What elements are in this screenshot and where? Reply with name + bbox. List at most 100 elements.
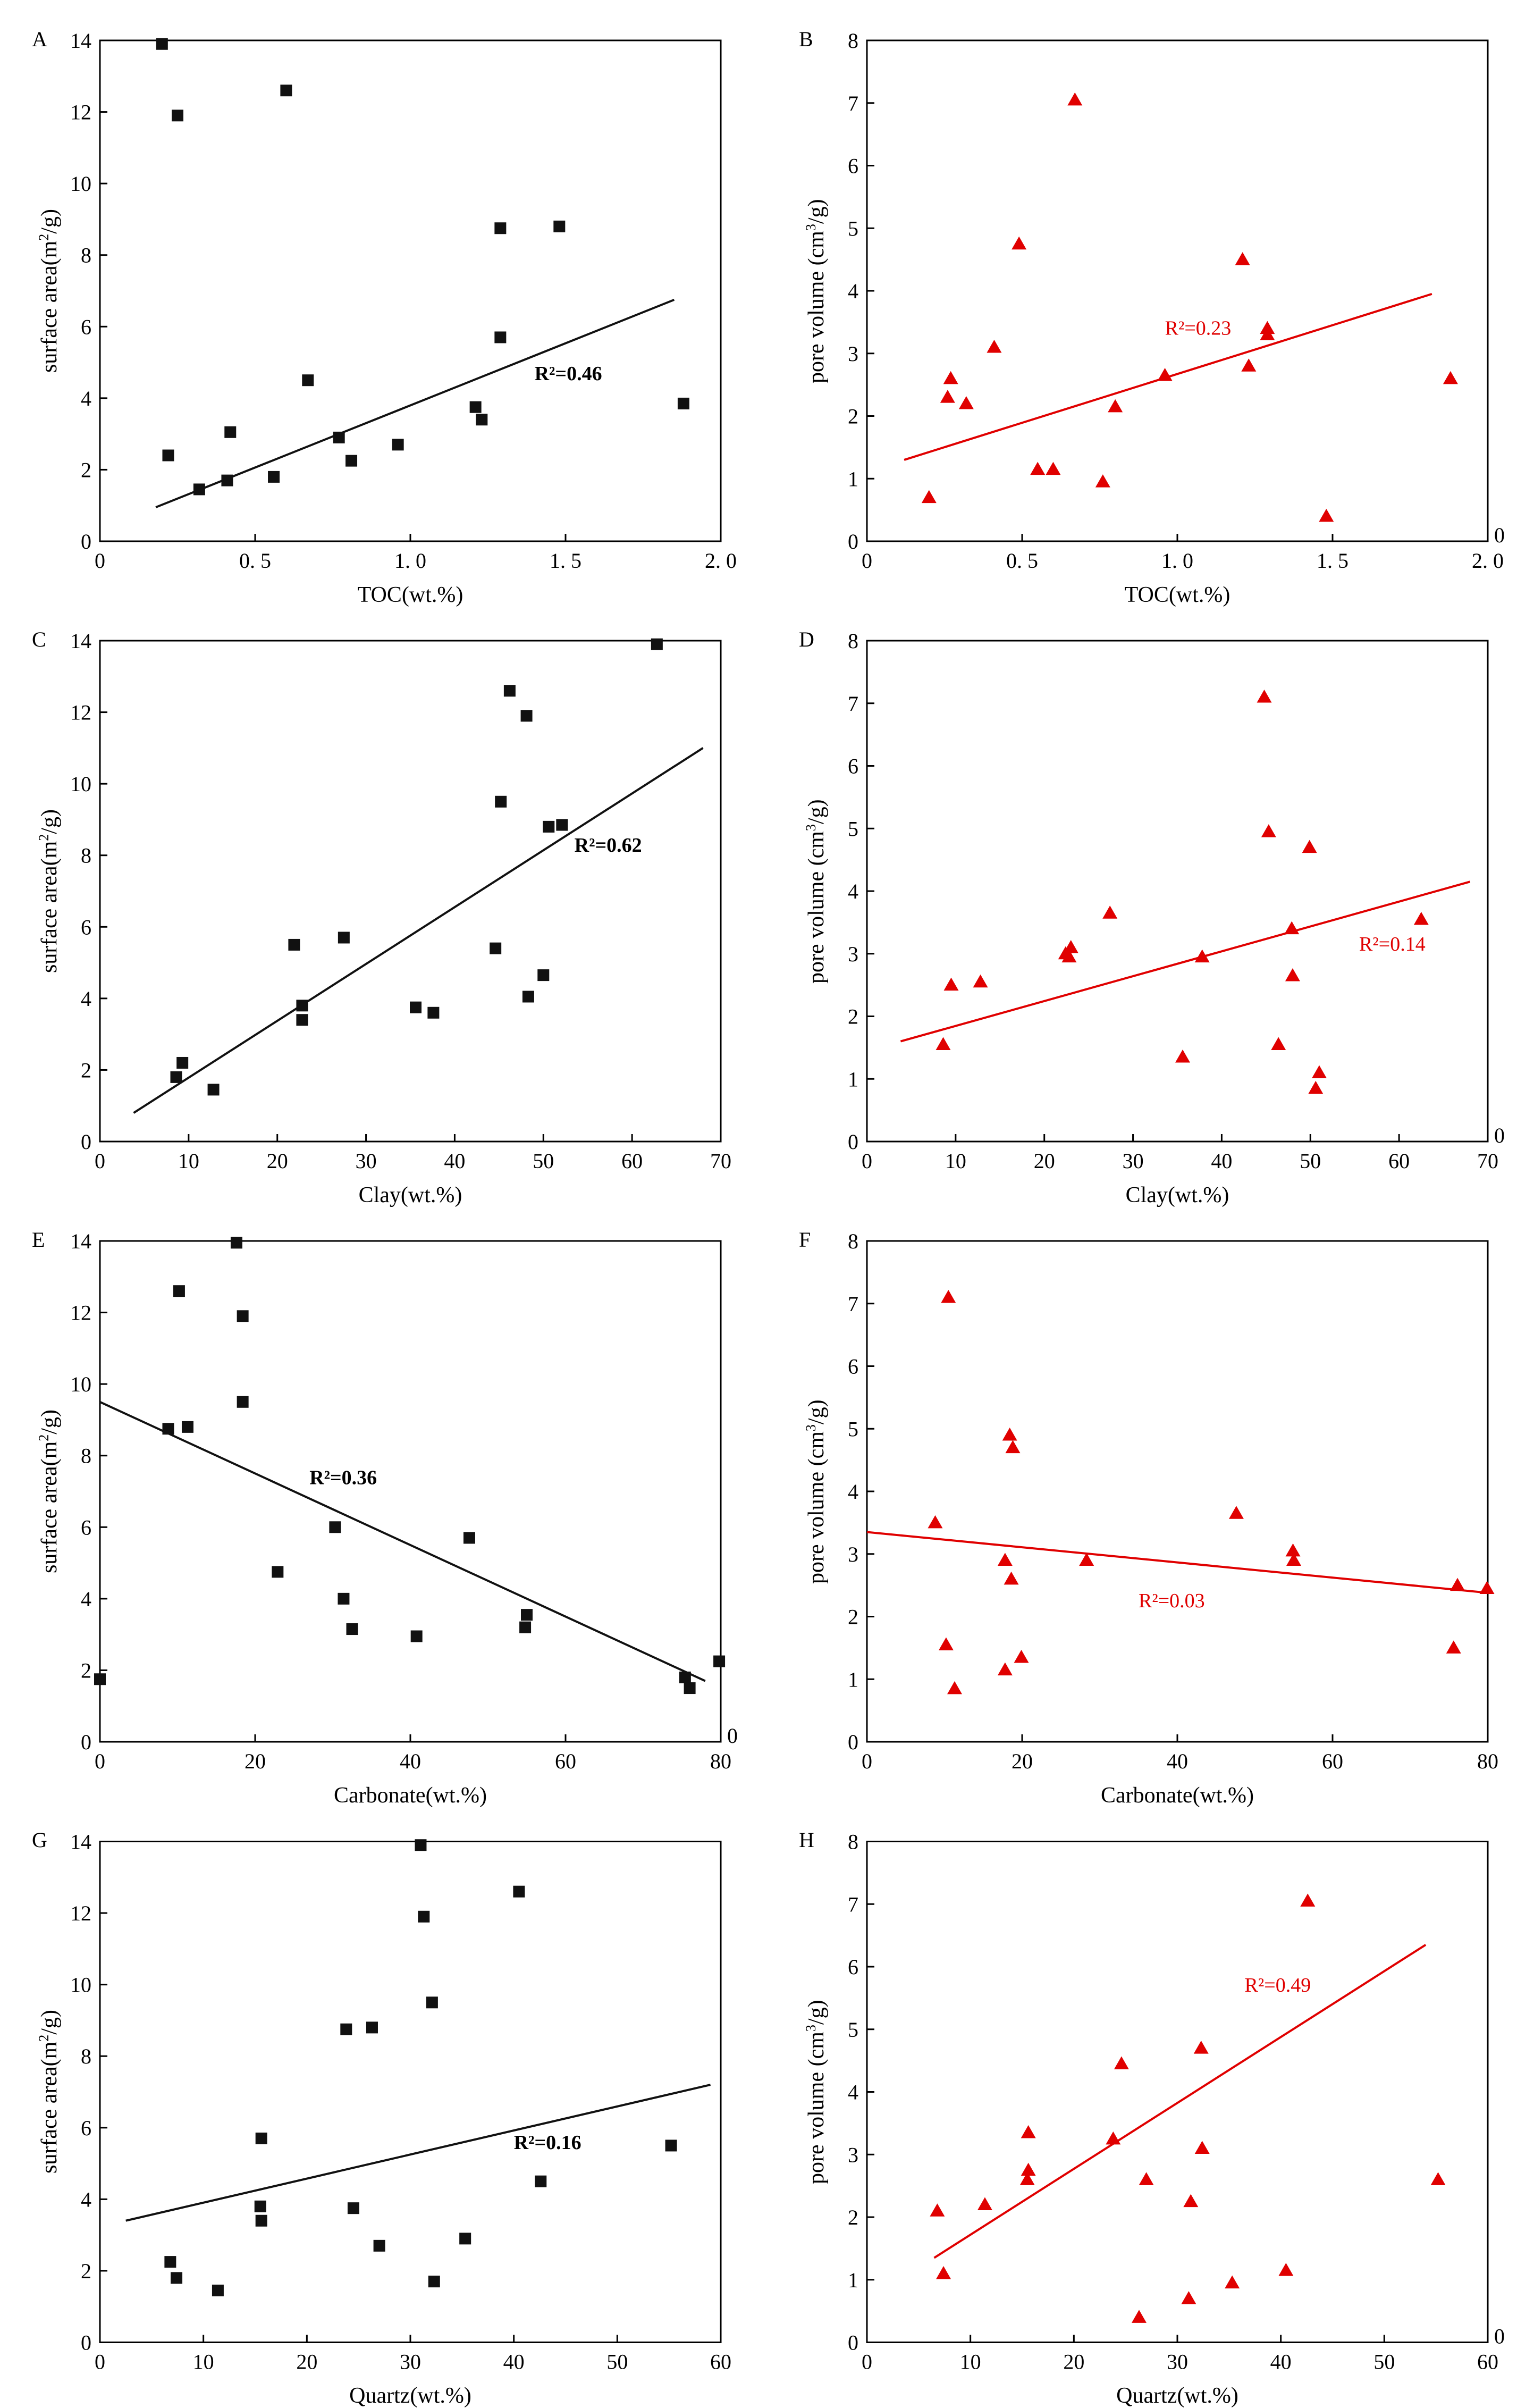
data-point-square <box>520 710 533 722</box>
regression-line <box>933 1944 1427 2259</box>
panel-e-carbonate-surface-area: E 0 20 40 60 80 0 2 4 6 8 10 12 14 0 R²=0.36 Carbonate(w… <box>0 1201 767 1807</box>
y-tick-label: 7 <box>848 91 858 115</box>
y-tick-label: 0 <box>81 1130 91 1154</box>
data-point-triangle <box>1302 840 1317 853</box>
y-axis-label-superscript: 3 <box>803 1424 819 1431</box>
data-point-triangle <box>1235 252 1250 265</box>
y-tick-label: 8 <box>848 629 858 653</box>
data-point-triangle <box>928 1515 943 1529</box>
data-point-triangle <box>1095 474 1110 488</box>
data-point-square <box>410 1001 422 1013</box>
data-point-triangle <box>935 1037 951 1050</box>
x-tick-label: 40 <box>400 1749 421 1773</box>
data-point-square <box>296 1014 308 1026</box>
regression-line <box>900 880 1471 1043</box>
data-point-square <box>176 1056 189 1069</box>
y-tick-label: 7 <box>848 1892 858 1916</box>
data-point-square <box>665 2139 677 2152</box>
y-tick-label: 6 <box>81 315 91 339</box>
data-point-square <box>170 1071 182 1083</box>
x-tick-label: 0. 5 <box>239 549 271 573</box>
x-tick-label: 1. 5 <box>1317 549 1348 573</box>
y-tick-label: 8 <box>848 1229 858 1253</box>
data-point-triangle <box>936 2266 951 2279</box>
data-point-square <box>494 331 507 343</box>
y-tick-label: 8 <box>81 244 91 267</box>
y-tick-label: 1 <box>848 2268 858 2292</box>
y-tick-label: 6 <box>848 754 858 778</box>
data-point-triangle <box>1261 824 1276 837</box>
y-tick-label: 2 <box>81 1058 91 1082</box>
x-tick-label: 2. 0 <box>705 549 737 573</box>
y-axis-label-main: surface area(m <box>37 1441 62 1573</box>
data-point-square <box>156 38 168 50</box>
data-point-triangle <box>1278 2263 1294 2276</box>
data-point-triangle <box>1183 2194 1199 2208</box>
y-axis-label-main: pore volume (cm <box>804 230 829 383</box>
data-point-square <box>164 2256 176 2268</box>
r-squared-annotation: R²=0.62 <box>575 834 642 857</box>
right-axis-zero-label: 0 <box>727 1724 738 1748</box>
data-point-square <box>535 2175 547 2187</box>
x-tick-label: 1. 5 <box>550 549 581 573</box>
y-tick-label: 4 <box>848 2080 858 2104</box>
y-tick-label: 0 <box>848 1730 858 1754</box>
data-point-square <box>345 455 358 467</box>
data-point-square <box>340 2023 352 2035</box>
panel-letter: A <box>32 27 47 51</box>
y-tick-label: 4 <box>81 987 91 1011</box>
y-tick-label: 2 <box>848 1605 858 1629</box>
y-tick-label: 4 <box>81 387 91 410</box>
data-point-square <box>513 1885 525 1898</box>
data-point-triangle <box>930 2203 945 2217</box>
data-point-triangle <box>1005 1440 1021 1454</box>
r-squared-annotation: R²=0.14 <box>1359 933 1426 955</box>
data-point-triangle <box>1413 911 1429 925</box>
data-point-triangle <box>1108 399 1123 413</box>
data-point-square <box>338 1592 350 1605</box>
y-tick-label: 10 <box>70 1372 91 1396</box>
data-point-square <box>418 1910 430 1923</box>
data-point-square <box>553 220 566 232</box>
data-point-triangle <box>997 1553 1013 1566</box>
regression-line <box>155 298 675 508</box>
y-tick-label: 8 <box>81 844 91 868</box>
data-point-square <box>255 2132 267 2144</box>
data-point-triangle <box>938 1637 954 1650</box>
data-point-triangle <box>1479 1581 1495 1595</box>
y-tick-label: 10 <box>70 172 91 196</box>
x-tick-label: 0 <box>862 2350 872 2374</box>
y-tick-label: 7 <box>848 692 858 716</box>
x-tick-label: 10 <box>178 1149 199 1173</box>
panel-f-carbonate-pore-volume: F 0 20 40 60 80 0 1 2 3 4 5 6 7 8 R²=0.03 Carbonate(wt.%… <box>767 1201 1534 1807</box>
data-point-square <box>410 1630 423 1642</box>
x-axis-label: Clay(wt.%) <box>358 1183 462 1207</box>
x-tick-label: 0. 5 <box>1006 549 1038 573</box>
r-squared-annotation: R²=0.46 <box>535 363 602 385</box>
y-tick-label: 4 <box>848 279 858 303</box>
y-axis-label: surface area(m2/g) <box>36 2010 62 2174</box>
panel-letter: C <box>32 627 46 651</box>
scatter-plot-a: 0 0. 5 1. 0 1. 5 2. 0 0 2 4 6 8 10 12 14 R²=0.46 <box>70 29 737 573</box>
plot-frame <box>99 1240 722 1743</box>
plot-frame <box>866 1841 1489 2343</box>
data-point-triangle <box>1311 1065 1327 1078</box>
y-tick-label: 12 <box>70 701 91 725</box>
y-tick-label: 1 <box>848 1667 858 1691</box>
panel-b-toc-pore-volume: B 0 0. 5 1. 0 1. 5 2. 0 0 1 2 3 4 5 6 7 8 0 R²=0.23 TOC(w… <box>767 0 1534 607</box>
panel-a-toc-surface-area: A 0 0. 5 1. 0 1. 5 2. 0 0 2 4 6 8 10 12 14 R²=0.46 TOC(… <box>0 0 767 607</box>
panel-c-clay-surface-area: C 0 10 20 30 40 50 60 70 0 2 4 6 8 10 12 14 R²=0.62 Clay(w… <box>0 600 767 1207</box>
data-point-square <box>415 1839 427 1851</box>
y-axis-label: surface area(m2/g) <box>36 809 62 973</box>
data-point-square <box>171 2272 183 2284</box>
plot-frame <box>866 39 1489 542</box>
x-tick-label: 0 <box>95 2350 105 2374</box>
y-tick-label: 6 <box>81 915 91 939</box>
y-axis-label-tail: /g) <box>37 1409 62 1434</box>
scatter-plot-g: 0 10 20 30 40 50 60 0 2 4 6 8 10 12 14 R²=0.16 <box>70 1830 731 2374</box>
data-point-triangle <box>1102 905 1118 919</box>
data-point-triangle <box>1284 921 1300 935</box>
x-tick-label: 60 <box>1388 1149 1410 1173</box>
x-tick-label: 10 <box>960 2350 981 2374</box>
x-tick-label: 2. 0 <box>1472 549 1504 573</box>
